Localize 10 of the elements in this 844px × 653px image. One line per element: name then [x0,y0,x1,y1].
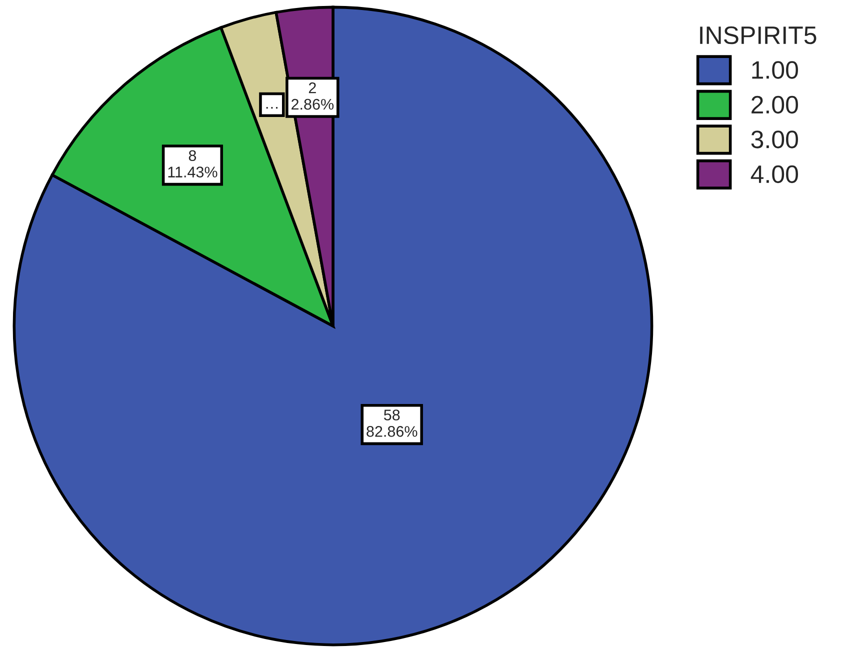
data-label: … [266,107,278,109]
data-label: 58 82.86% [366,410,418,437]
pie-slice [12,6,654,646]
legend-label: 4.00 [750,165,798,184]
data-label: 8 11.43% [168,150,218,178]
legend-label: 1.00 [752,61,798,79]
legend-title: INSPIRIT5 [700,26,816,44]
data-label: 2 2.86% [292,82,334,110]
legend-label: 3.00 [751,130,798,148]
legend-label: 2.00 [752,96,798,114]
